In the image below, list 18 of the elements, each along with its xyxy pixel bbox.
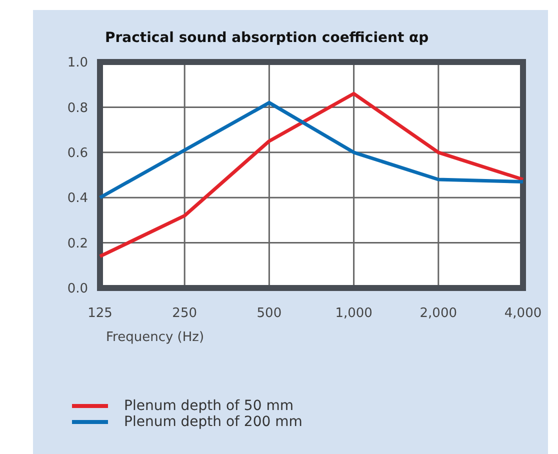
- chart-title: Practical sound absorption coefficient αp: [105, 30, 429, 46]
- legend-label: Plenum depth of 200 mm: [124, 414, 302, 430]
- x-tick-label: 500: [256, 306, 282, 322]
- line-series: [98, 100, 525, 200]
- y-tick-label: 0.4: [67, 191, 88, 206]
- x-tick-label: 2,000: [420, 306, 458, 322]
- line-series: [98, 92, 525, 258]
- x-tick-label: 4,000: [504, 306, 542, 322]
- x-tick-label: 1,000: [335, 306, 372, 322]
- y-tick-label: 0.8: [67, 100, 88, 116]
- y-tick-label: 0.6: [67, 146, 88, 162]
- x-tick-label: 125: [88, 306, 112, 322]
- y-tick-label: 1.0: [67, 56, 88, 71]
- x-tick-label: 250: [172, 306, 198, 322]
- legend-label: Plenum depth of 50 mm: [124, 398, 294, 414]
- y-tick-label: 0.2: [67, 236, 88, 252]
- y-tick-label: 0.0: [67, 282, 88, 297]
- x-axis-title: Frequency (Hz): [106, 330, 204, 345]
